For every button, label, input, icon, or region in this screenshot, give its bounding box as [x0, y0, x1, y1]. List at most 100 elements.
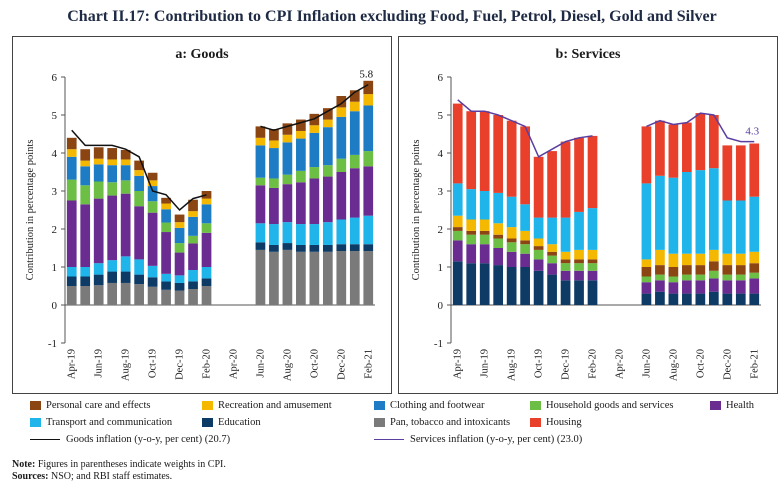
goods-bar-pan	[255, 249, 266, 305]
services-bar-household	[735, 274, 746, 281]
goods-bar-personal	[255, 126, 266, 138]
services-x-tick-label: Feb-20	[588, 349, 599, 379]
goods-bar-education	[93, 274, 104, 286]
services-bar-transport	[682, 172, 692, 254]
services-bar-recreation	[506, 227, 517, 239]
goods-bar-recreation	[309, 125, 320, 133]
services-bar-transport	[749, 196, 760, 252]
services-y-tick-label: -1	[434, 338, 443, 350]
services-bar-household	[708, 270, 719, 279]
services-data-label: 4.3	[745, 126, 759, 138]
services-bar-recreation	[466, 219, 477, 231]
services-bar-transport	[574, 211, 584, 250]
services-bar-transport	[493, 192, 504, 224]
services-bar-education	[749, 293, 760, 305]
goods-bar-pan	[363, 251, 374, 305]
goods-y-tick-label: -1	[48, 338, 57, 350]
services-bar-health	[682, 280, 692, 294]
services-bar-transport	[560, 217, 571, 252]
services-bar-transport	[735, 200, 746, 254]
services-bar-education	[668, 293, 679, 305]
goods-bar-recreation	[188, 211, 198, 217]
goods-bar-transport	[80, 267, 91, 277]
goods-bar-transport	[269, 224, 279, 245]
services-y-tick-label: 4	[438, 148, 444, 160]
goods-bar-recreation	[161, 203, 171, 210]
note-text: Figures in parentheses indicate weights …	[37, 459, 226, 470]
goods-bar-clothing	[134, 175, 144, 191]
services-bar-transport	[506, 196, 517, 228]
goods-y-tick-label: 4	[52, 148, 58, 160]
legend-label: Services inflation (y-o-y, per cent) (23…	[410, 434, 583, 445]
goods-bar-pan	[201, 286, 212, 305]
services-bar-household	[533, 249, 544, 260]
goods-bar-transport	[93, 263, 104, 275]
goods-bar-pan	[120, 282, 131, 305]
goods-bar-clothing	[322, 127, 333, 166]
goods-bar-clothing	[188, 216, 198, 236]
goods-y-tick-label: 6	[52, 72, 58, 84]
sources-text: NSO; and RBI staff estimates.	[50, 471, 173, 482]
goods-bar-recreation	[255, 137, 266, 146]
services-bar-household	[682, 274, 692, 281]
goods-y-tick-label: 5	[52, 110, 58, 122]
goods-bar-recreation	[363, 94, 374, 106]
legend-swatch	[202, 418, 213, 427]
goods-bar-education	[174, 282, 185, 291]
goods-bar-transport	[296, 224, 306, 245]
services-bar-personal	[493, 234, 504, 239]
services-bar-personal	[722, 265, 733, 275]
services-bar-education	[682, 293, 692, 305]
services-bar-personal	[466, 230, 477, 235]
services-y-tick-label: 3	[438, 186, 444, 198]
goods-x-tick-label: Aug-20	[282, 349, 293, 381]
goods-bar-household	[107, 182, 118, 196]
legend-swatch	[374, 401, 385, 410]
services-bar-personal	[574, 259, 584, 264]
goods-bar-education	[282, 243, 293, 250]
goods-x-tick-label: Oct-19	[148, 349, 159, 378]
goods-bar-recreation	[282, 134, 293, 143]
services-bar-household	[547, 255, 557, 264]
goods-bar-transport	[349, 217, 360, 245]
goods-bar-household	[363, 151, 374, 167]
goods-bar-recreation	[322, 119, 333, 128]
services-bar-health	[655, 280, 665, 292]
legend-label: Personal care and effects	[46, 400, 151, 411]
services-x-tick-label: Jun-20	[641, 349, 652, 378]
goods-bar-household	[174, 243, 185, 253]
goods-bar-clothing	[147, 186, 158, 202]
services-bar-household	[493, 238, 504, 248]
services-bar-education	[655, 291, 665, 305]
goods-bar-transport	[147, 265, 158, 278]
goods-bar-pan	[174, 290, 185, 305]
goods-bar-recreation	[107, 159, 118, 166]
goods-x-tick-label: Oct-20	[309, 349, 320, 378]
services-bar-recreation	[533, 238, 544, 247]
goods-bar-health	[255, 185, 266, 224]
services-bar-transport	[668, 177, 679, 254]
sources-label: Sources:	[12, 471, 49, 482]
goods-bar-health	[269, 187, 279, 225]
goods-bar-personal	[296, 119, 306, 131]
goods-y-tick-label: 3	[52, 186, 58, 198]
services-bar-education	[520, 267, 530, 305]
goods-bar-personal	[161, 197, 171, 204]
services-bar-recreation	[493, 223, 504, 235]
services-bar-transport	[520, 204, 530, 231]
services-bar-housing	[708, 115, 719, 169]
legend-item-health: Health	[710, 400, 754, 411]
services-bar-transport	[641, 183, 652, 260]
goods-x-tick-label: Dec-20	[336, 349, 347, 380]
goods-bar-household	[296, 170, 306, 183]
services-y-tick-label: 0	[438, 300, 444, 312]
services-bar-education	[479, 263, 490, 305]
goods-bar-health	[336, 172, 347, 220]
services-bar-recreation	[735, 253, 746, 266]
goods-bar-household	[322, 165, 333, 177]
services-bar-housing	[506, 120, 517, 197]
goods-bar-clothing	[201, 204, 212, 224]
goods-x-tick-label: Jun-19	[94, 349, 105, 378]
goods-bar-recreation	[147, 180, 158, 187]
goods-bar-education	[66, 276, 77, 286]
